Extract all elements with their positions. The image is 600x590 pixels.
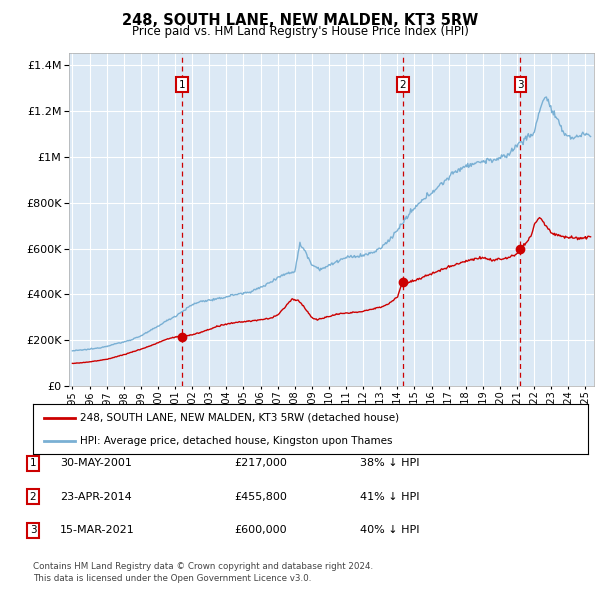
- Text: Price paid vs. HM Land Registry's House Price Index (HPI): Price paid vs. HM Land Registry's House …: [131, 25, 469, 38]
- Text: 23-APR-2014: 23-APR-2014: [60, 492, 132, 502]
- Text: 1: 1: [29, 458, 37, 468]
- Text: £455,800: £455,800: [234, 492, 287, 502]
- Text: 3: 3: [29, 526, 37, 535]
- Text: Contains HM Land Registry data © Crown copyright and database right 2024.
This d: Contains HM Land Registry data © Crown c…: [33, 562, 373, 583]
- Text: 2: 2: [400, 80, 406, 90]
- Text: 41% ↓ HPI: 41% ↓ HPI: [360, 492, 419, 502]
- Text: £217,000: £217,000: [234, 458, 287, 468]
- Text: 30-MAY-2001: 30-MAY-2001: [60, 458, 132, 468]
- Text: 38% ↓ HPI: 38% ↓ HPI: [360, 458, 419, 468]
- Text: 15-MAR-2021: 15-MAR-2021: [60, 526, 135, 535]
- Text: 40% ↓ HPI: 40% ↓ HPI: [360, 526, 419, 535]
- Text: 1: 1: [179, 80, 185, 90]
- Text: 2: 2: [29, 492, 37, 502]
- Text: 248, SOUTH LANE, NEW MALDEN, KT3 5RW (detached house): 248, SOUTH LANE, NEW MALDEN, KT3 5RW (de…: [80, 412, 400, 422]
- Text: 248, SOUTH LANE, NEW MALDEN, KT3 5RW: 248, SOUTH LANE, NEW MALDEN, KT3 5RW: [122, 13, 478, 28]
- Text: £600,000: £600,000: [234, 526, 287, 535]
- Text: HPI: Average price, detached house, Kingston upon Thames: HPI: Average price, detached house, King…: [80, 436, 392, 446]
- Text: 3: 3: [517, 80, 524, 90]
